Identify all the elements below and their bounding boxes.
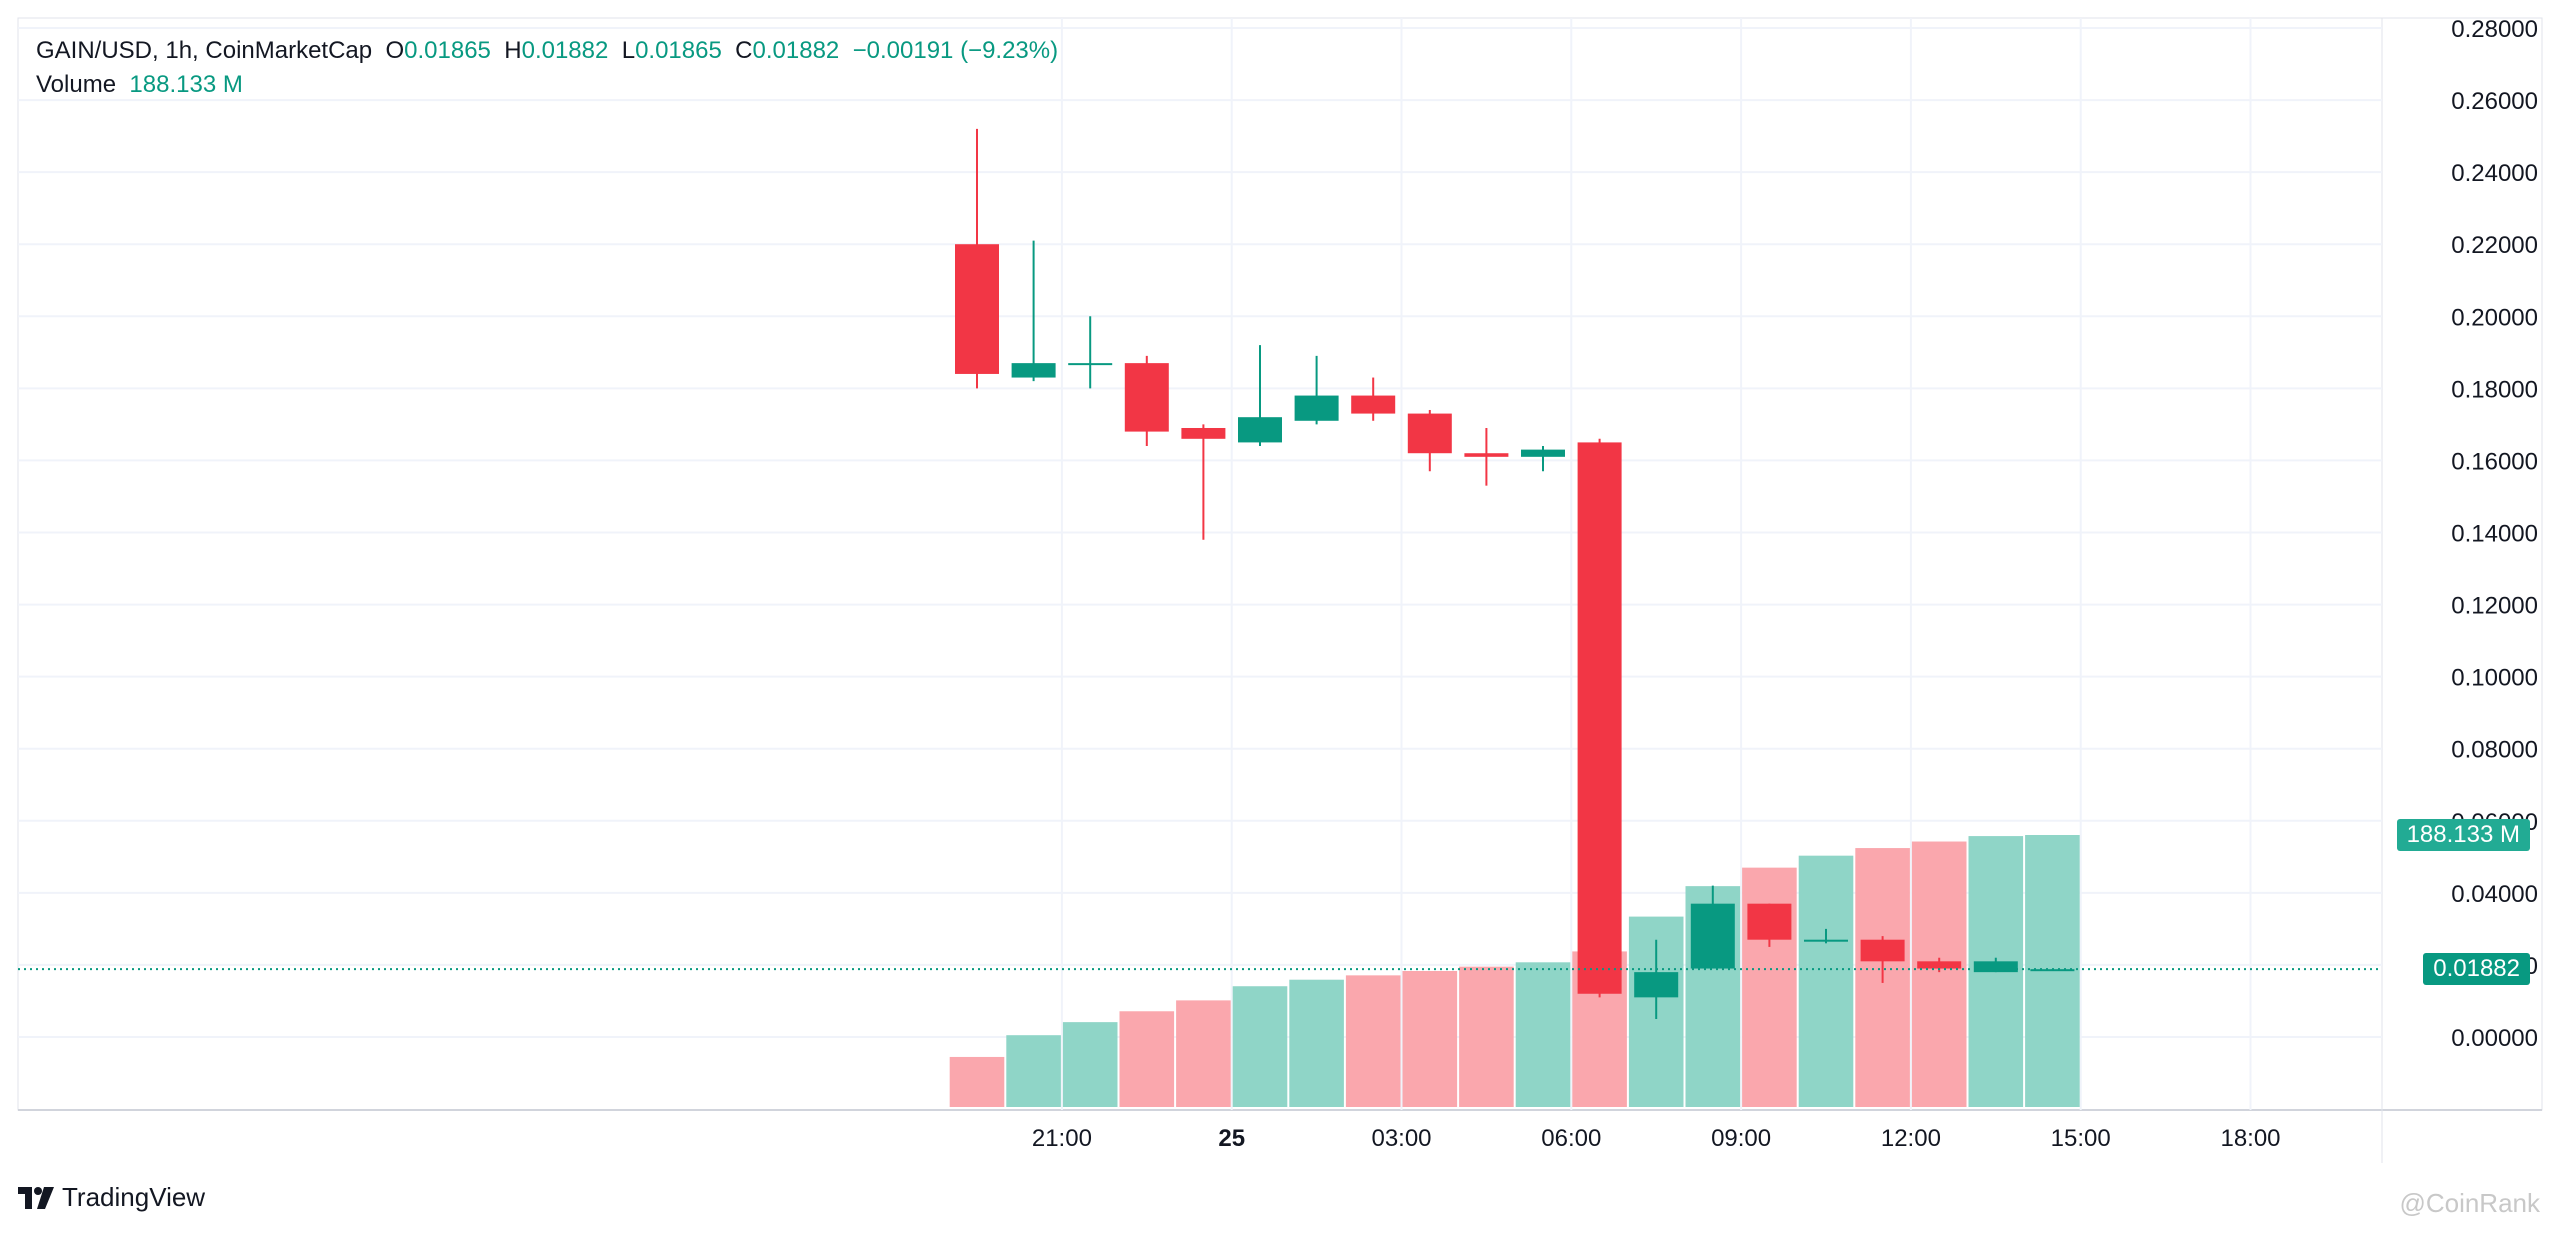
tradingview-logo-text: TradingView (62, 1182, 206, 1212)
candle (1860, 936, 1905, 983)
plot-frame (17, 17, 2543, 1111)
candle-body (1464, 453, 1509, 457)
candle (1294, 355, 1339, 425)
candle (1804, 928, 1848, 944)
candle-body (1973, 961, 2018, 973)
candle (1973, 957, 2018, 973)
y-tick-label: 0.24000 (2451, 160, 2538, 187)
volume-price-label: 188.133 M (2396, 819, 2530, 851)
legend-volume-label: Volume (36, 71, 117, 98)
y-tick-label: 0.28000 (2451, 16, 2538, 43)
candle (1407, 409, 1452, 472)
candle-body (955, 244, 999, 374)
volume-bar (1176, 1000, 1231, 1107)
candle-body (1407, 413, 1452, 454)
legend-ohlc-row: GAIN/USD, 1h, CoinMarketCap O0.01865 H0.… (36, 34, 1058, 68)
candle-body (1690, 903, 1735, 969)
legend-high-label: H (504, 37, 522, 64)
candle-body (1124, 363, 1169, 432)
y-tick-label: 0.18000 (2451, 376, 2538, 403)
candle (1351, 377, 1396, 421)
y-tick-label: 0.10000 (2451, 665, 2538, 692)
candle (1521, 446, 1565, 472)
volume-bar (1459, 966, 1514, 1107)
legend-volume-value: 188.133 M (129, 71, 243, 98)
legend-close-value: 0.01882 (752, 37, 840, 64)
y-tick-label: 0.22000 (2451, 232, 2538, 259)
volume-bar (1742, 867, 1797, 1107)
candle (1181, 424, 1226, 540)
candle-body (1238, 417, 1282, 443)
x-tick-label: 06:00 (1541, 1125, 1601, 1152)
candle-body (1294, 395, 1339, 421)
candle-series (955, 128, 2075, 1019)
candle (1747, 903, 1792, 947)
volume-bar (1006, 1035, 1061, 1107)
candle-body (1917, 961, 1962, 969)
candle (1577, 438, 1622, 998)
candle-body (1804, 939, 1848, 942)
tradingview-logo[interactable]: TradingView (18, 1182, 205, 1213)
legend-change: −0.00191 (−9.23%) (852, 37, 1059, 64)
legend-low-label: L (621, 37, 636, 64)
x-tick-label: 15:00 (2051, 1125, 2111, 1152)
y-tick-label: 0.20000 (2451, 304, 2538, 331)
volume-bar (1911, 841, 1967, 1107)
volume-bar (1798, 855, 1854, 1107)
legend-high-value: 0.01882 (521, 37, 609, 64)
candle-body (1011, 363, 1056, 378)
x-tick-label: 09:00 (1711, 1125, 1771, 1152)
candle (1124, 355, 1169, 447)
y-tick-label: 0.26000 (2451, 88, 2538, 115)
candle (1690, 885, 1735, 969)
volume-bar (1515, 962, 1571, 1107)
candle-body (1634, 972, 1679, 998)
chart-legend: GAIN/USD, 1h, CoinMarketCap O0.01865 H0.… (36, 34, 1058, 102)
candle-body (1577, 442, 1622, 994)
volume-bar (1345, 975, 1401, 1107)
candle-body (1860, 939, 1905, 962)
candle (1634, 939, 1679, 1019)
candle-body (1747, 903, 1792, 940)
legend-low-value: 0.01865 (635, 37, 722, 64)
y-tick-label: 0.14000 (2451, 521, 2538, 548)
coinrank-watermark: @CoinRank (2399, 1188, 2540, 1218)
legend-symbol: GAIN/USD, 1h, CoinMarketCap (36, 37, 373, 64)
x-tick-label: 25 (1218, 1125, 1245, 1152)
x-tick-label: 21:00 (1032, 1125, 1092, 1152)
volume-bar (1402, 971, 1458, 1107)
volume-bar (1289, 979, 1344, 1107)
y-tick-label: 0.00000 (2451, 1025, 2538, 1052)
legend-open-label: O (385, 37, 405, 64)
y-tick-label: 0.04000 (2451, 881, 2538, 908)
last-price-label: 0.01882 (2423, 953, 2530, 986)
x-tick-label: 12:00 (1881, 1125, 1941, 1152)
y-tick-label: 0.08000 (2451, 737, 2538, 764)
candle (1464, 427, 1509, 486)
legend-close-label: C (735, 37, 753, 64)
candle (1068, 316, 1113, 389)
tradingview-icon (18, 1186, 54, 1209)
candle (1011, 240, 1056, 382)
volume-bar (1119, 1011, 1175, 1107)
candle-body (1068, 363, 1113, 366)
candle-body (1351, 395, 1396, 414)
x-tick-label: 03:00 (1371, 1125, 1431, 1152)
y-tick-label: 0.16000 (2451, 448, 2538, 475)
legend-volume-row: Volume 188.133 M (36, 68, 1058, 102)
candle-body (1181, 427, 1226, 439)
volume-bar (949, 1056, 1005, 1107)
candle (955, 128, 999, 389)
candle-body (1521, 449, 1565, 457)
x-tick-label: 18:00 (2220, 1125, 2280, 1152)
y-tick-label: 0.12000 (2451, 593, 2538, 620)
candle (1238, 345, 1282, 447)
volume-bar (1232, 986, 1288, 1107)
volume-bar (1062, 1022, 1118, 1107)
legend-open-value: 0.01865 (404, 37, 491, 64)
